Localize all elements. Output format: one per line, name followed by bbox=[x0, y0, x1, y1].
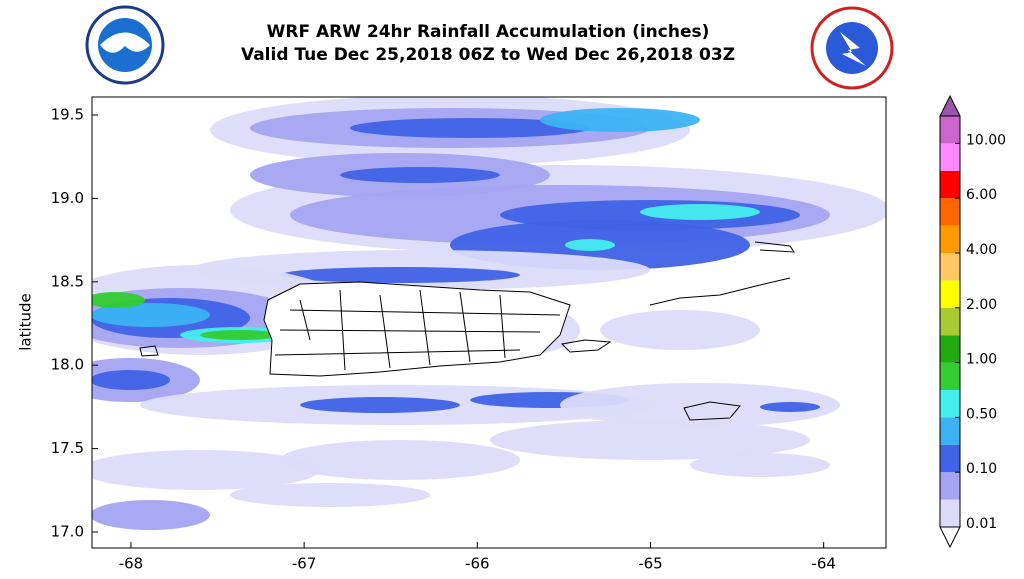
y-tick-label: 19.0 bbox=[51, 189, 84, 207]
rain-contour bbox=[200, 330, 280, 340]
rain-contour bbox=[92, 292, 145, 308]
rain-contour bbox=[92, 500, 210, 530]
colorbar-swatch bbox=[940, 444, 960, 473]
colorbar-swatch bbox=[940, 417, 960, 445]
colorbar-label: 2.00 bbox=[966, 297, 997, 313]
colorbar-label: 6.00 bbox=[966, 187, 997, 203]
colorbar-frame bbox=[939, 115, 961, 528]
rain-contour bbox=[92, 370, 170, 390]
noaa-logo bbox=[85, 5, 165, 85]
rain-contour bbox=[230, 483, 430, 507]
colorbar-label: 0.01 bbox=[966, 516, 997, 532]
rain-contour bbox=[540, 108, 700, 132]
colorbar-swatch bbox=[940, 253, 960, 281]
rain-contour bbox=[690, 453, 830, 477]
mona bbox=[139, 345, 159, 357]
rain-contour bbox=[760, 402, 820, 412]
colorbar-swatch bbox=[940, 170, 960, 199]
y-tick-label: 17.5 bbox=[51, 439, 84, 457]
rain-contour bbox=[280, 267, 520, 283]
colorbar-swatch bbox=[940, 335, 960, 363]
y-tick-label: 17.0 bbox=[51, 522, 84, 540]
colorbar-swatch bbox=[940, 280, 960, 308]
colorbar-under bbox=[939, 526, 961, 549]
colorbar-swatch bbox=[940, 472, 960, 500]
rain-field bbox=[92, 97, 886, 530]
x-tick-label: -64 bbox=[811, 555, 836, 573]
colorbar-label: 10.00 bbox=[966, 132, 1006, 148]
vieques bbox=[560, 339, 612, 353]
rain-contour bbox=[600, 310, 760, 350]
colorbar-label: 1.00 bbox=[966, 352, 997, 368]
colorbar-swatch bbox=[940, 198, 960, 226]
rain-contour bbox=[280, 440, 520, 480]
logo-bird bbox=[100, 32, 150, 53]
y-tick-label: 18.5 bbox=[51, 272, 84, 290]
colorbar-label: 0.10 bbox=[966, 461, 997, 477]
colorbar-over bbox=[939, 94, 961, 117]
y-tick-label: 19.5 bbox=[51, 106, 84, 124]
rain-contour bbox=[560, 383, 840, 427]
x-tick-label: -65 bbox=[638, 555, 663, 573]
municipio-lines bbox=[274, 289, 561, 371]
rain-contour bbox=[640, 204, 760, 220]
rain-contour bbox=[300, 397, 460, 413]
colorbar-swatch bbox=[940, 362, 960, 390]
plot-frame bbox=[91, 96, 887, 549]
rain-contour bbox=[92, 450, 320, 490]
x-tick-label: -66 bbox=[465, 555, 490, 573]
y-tick-label: 18.0 bbox=[51, 356, 84, 374]
chart-subtitle: Valid Tue Dec 25,2018 06Z to Wed Dec 26,… bbox=[241, 45, 735, 65]
st-croix bbox=[683, 401, 741, 421]
colorbar-swatch bbox=[940, 307, 960, 336]
rain-contour bbox=[490, 420, 810, 460]
rain-contour bbox=[340, 167, 500, 183]
virgin-islands bbox=[649, 241, 795, 306]
chart-title: WRF ARW 24hr Rainfall Accumulation (inch… bbox=[267, 22, 710, 42]
colorbar-swatch bbox=[940, 390, 960, 418]
colorbar-swatch bbox=[940, 499, 960, 527]
x-tick-label: -68 bbox=[119, 555, 144, 573]
colorbar-label: 0.50 bbox=[966, 406, 997, 422]
coastlines bbox=[139, 241, 795, 421]
colorbar-swatch bbox=[940, 143, 960, 171]
colorbar-swatch bbox=[940, 225, 960, 253]
colorbar-swatch bbox=[940, 116, 960, 144]
rain-contour bbox=[350, 118, 590, 138]
y-axis-label: latitude bbox=[17, 293, 35, 351]
logo-bolt bbox=[840, 32, 866, 66]
x-tick-label: -67 bbox=[292, 555, 317, 573]
rain-contour bbox=[565, 239, 615, 251]
rain-contour bbox=[92, 303, 210, 327]
colorbar-label: 4.00 bbox=[966, 242, 997, 258]
nws-logo bbox=[810, 6, 894, 90]
